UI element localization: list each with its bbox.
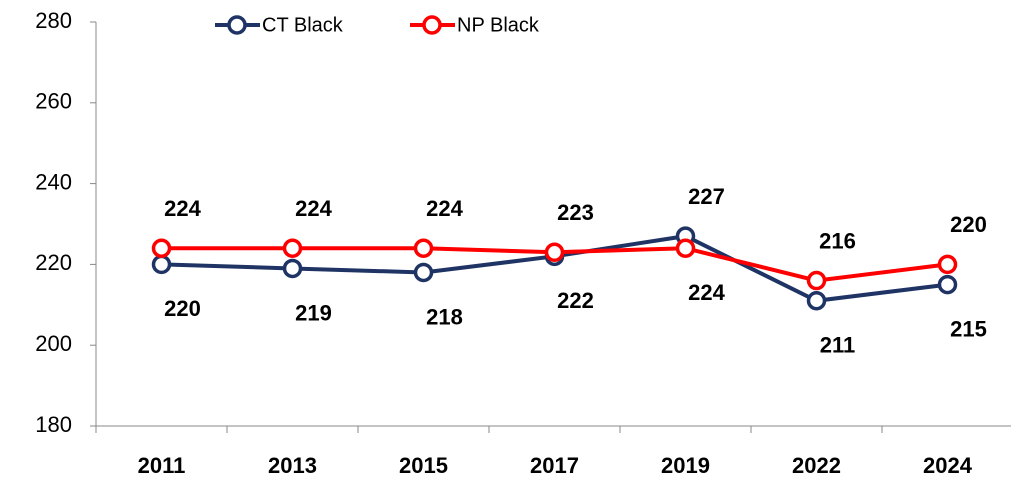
legend-label: CT Black	[262, 14, 344, 36]
y-tick-label: 240	[35, 169, 72, 194]
point	[413, 262, 434, 283]
point	[937, 254, 958, 275]
x-tick-label: 2022	[792, 453, 841, 478]
x-tick-label: 2015	[399, 453, 448, 478]
y-tick-label: 280	[35, 8, 72, 33]
legend-marker	[227, 15, 247, 35]
point	[282, 258, 303, 279]
x-tick-label: 2017	[530, 453, 579, 478]
data-label: 222	[557, 288, 594, 313]
data-label: 218	[426, 304, 463, 329]
data-label: 220	[164, 296, 201, 321]
point	[806, 291, 827, 311]
x-tick-label: 2019	[661, 453, 710, 478]
data-label: 224	[164, 196, 201, 221]
x-tick-label: 2024	[923, 453, 973, 478]
legend-marker	[422, 15, 442, 35]
point	[151, 254, 172, 275]
data-label: 216	[819, 228, 856, 253]
y-tick-label: 200	[35, 331, 72, 356]
data-label: 219	[295, 300, 332, 325]
data-label: 224	[426, 196, 463, 221]
x-tick-label: 2011	[138, 453, 186, 478]
point	[675, 238, 696, 258]
point	[806, 270, 827, 291]
data-label: 215	[950, 316, 987, 341]
point	[937, 274, 958, 295]
point	[413, 238, 434, 258]
data-label: 220	[950, 212, 987, 237]
point	[544, 242, 565, 263]
x-tick-label: 2013	[268, 453, 317, 478]
y-tick-label: 180	[35, 412, 72, 437]
point	[282, 238, 303, 258]
data-label: 224	[295, 196, 332, 221]
data-label: 224	[688, 280, 725, 305]
data-label: 223	[557, 200, 594, 225]
y-tick-label: 220	[35, 250, 72, 275]
point	[151, 238, 172, 258]
data-label: 227	[688, 184, 725, 209]
y-tick-label: 260	[35, 89, 72, 114]
data-label: 211	[820, 333, 856, 358]
legend-label: NP Black	[457, 14, 540, 36]
